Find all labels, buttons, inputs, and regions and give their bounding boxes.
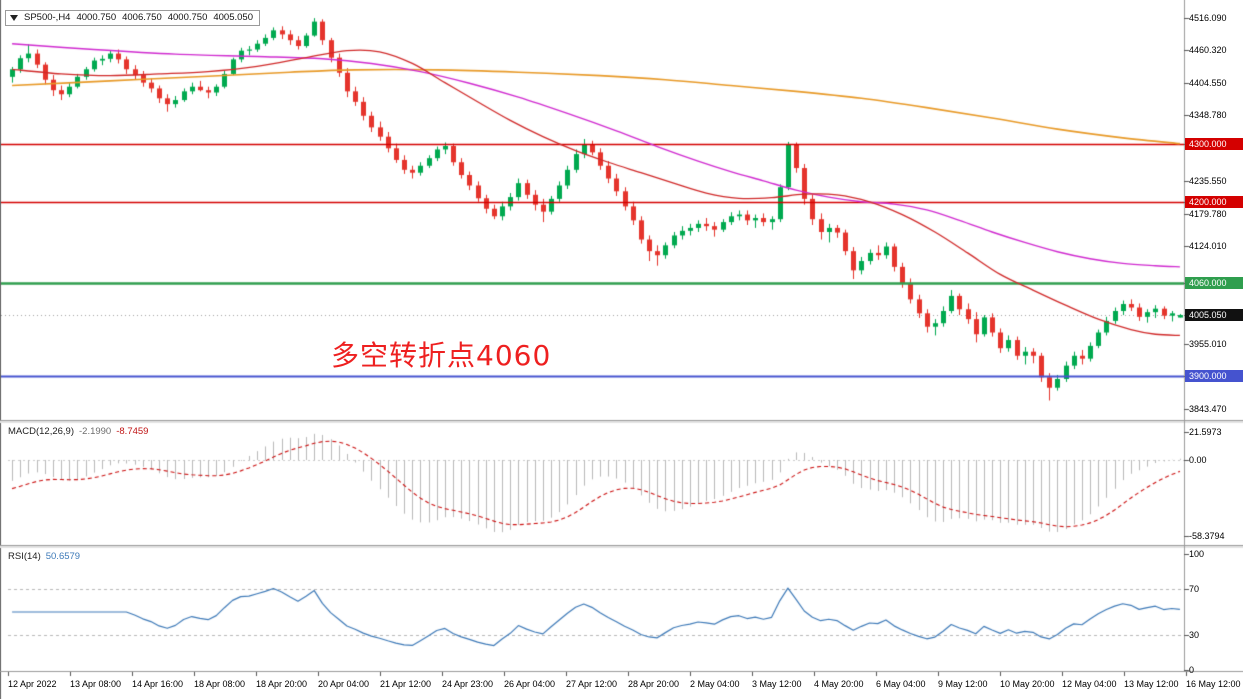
price-axis-label: 4348.780 (1189, 110, 1227, 120)
macd-scale-label: 0.00 (1189, 455, 1207, 465)
price-line-tag: 4300.000 (1185, 138, 1243, 150)
time-axis-label: 12 May 04:00 (1062, 679, 1117, 689)
time-axis-label: 13 Apr 08:00 (70, 679, 122, 689)
price-axis-label: 4404.550 (1189, 78, 1227, 88)
rsi-scale-label: 100 (1189, 549, 1205, 559)
symbol-period-label: SP500-,H4 (24, 12, 71, 23)
current-price-tag: 4005.050 (1185, 309, 1243, 321)
macd-scale-label: 21.5973 (1189, 427, 1222, 437)
time-axis-label: 16 May 12:00 (1186, 679, 1241, 689)
time-axis-label: 28 Apr 20:00 (628, 679, 680, 689)
time-axis-label: 21 Apr 12:00 (380, 679, 432, 689)
time-axis[interactable] (0, 672, 1243, 699)
price-line-tag: 4060.000 (1185, 277, 1243, 289)
price-line-tag: 4200.000 (1185, 196, 1243, 208)
time-axis-label: 14 Apr 16:00 (132, 679, 184, 689)
rsi-value: 50.6579 (45, 551, 81, 562)
time-axis-label: 4 May 20:00 (814, 679, 864, 689)
price-axis-label: 4179.780 (1189, 209, 1227, 219)
ohlc-low: 4000.750 (167, 12, 208, 23)
rsi-scale-label: 70 (1189, 584, 1200, 594)
rsi-scale-label: 30 (1189, 630, 1200, 640)
time-axis-label: 27 Apr 12:00 (566, 679, 618, 689)
time-axis-label: 9 May 12:00 (938, 679, 988, 689)
price-axis-label: 4516.090 (1189, 13, 1227, 23)
time-axis-label: 26 Apr 04:00 (504, 679, 556, 689)
rsi-indicator-label: RSI(14) 50.6579 (8, 551, 85, 562)
time-axis-label: 18 Apr 20:00 (256, 679, 308, 689)
chart-menu-icon[interactable] (10, 14, 18, 21)
macd-name: MACD(12,26,9) (8, 426, 74, 437)
rsi-name: RSI(14) (8, 551, 41, 562)
time-axis-label: 13 May 12:00 (1124, 679, 1179, 689)
price-axis-label: 4460.320 (1189, 45, 1227, 55)
macd-signal-value: -8.7459 (116, 426, 149, 437)
time-axis-label: 12 Apr 2022 (8, 679, 57, 689)
macd-indicator-label: MACD(12,26,9) -2.1990 -8.7459 (8, 426, 153, 437)
time-axis-label: 2 May 04:00 (690, 679, 740, 689)
time-axis-label: 20 Apr 04:00 (318, 679, 370, 689)
time-axis-label: 24 Apr 23:00 (442, 679, 494, 689)
price-axis[interactable] (1185, 0, 1243, 671)
annotation-text[interactable]: 多空转折点4060 (331, 339, 552, 372)
ohlc-high: 4006.750 (122, 12, 162, 23)
price-line-tag: 3900.000 (1185, 370, 1243, 382)
time-axis-label: 10 May 20:00 (1000, 679, 1055, 689)
ohlc-open: 4000.750 (76, 12, 117, 23)
time-axis-label: 6 May 04:00 (876, 679, 926, 689)
macd-main-value: -2.1990 (79, 426, 112, 437)
macd-scale-label: -58.3794 (1189, 531, 1225, 541)
price-axis-label: 4235.550 (1189, 176, 1227, 186)
time-axis-label: 18 Apr 08:00 (194, 679, 246, 689)
time-axis-label: 3 May 12:00 (752, 679, 802, 689)
rsi-scale-label: 0 (1189, 665, 1195, 675)
price-axis-label: 3843.470 (1189, 404, 1227, 414)
price-axis-label: 4124.010 (1189, 241, 1227, 251)
symbol-info-bar: SP500-,H4 4000.750 4006.750 4000.750 400… (5, 10, 260, 26)
price-axis-label: 3955.010 (1189, 339, 1227, 349)
ohlc-close: 4005.050 (213, 12, 253, 23)
